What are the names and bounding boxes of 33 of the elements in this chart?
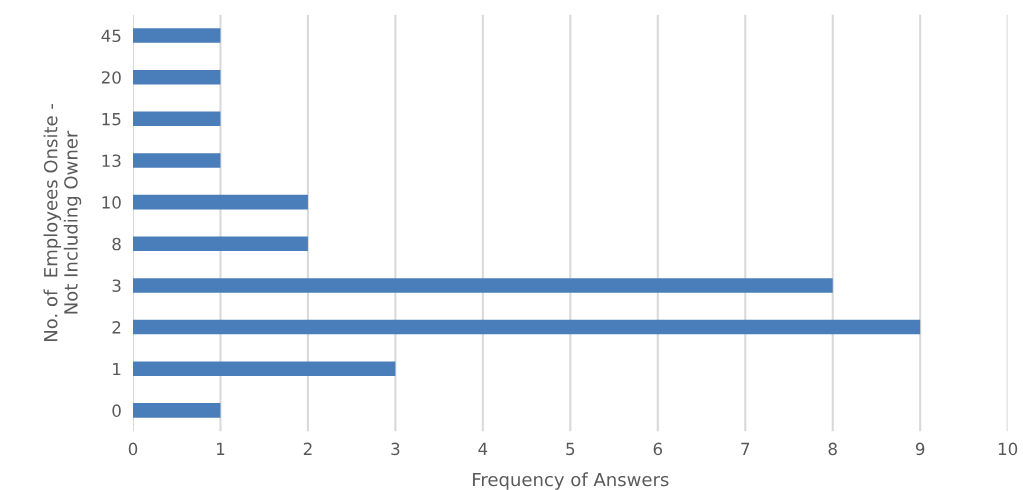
y-axis-title: No. of Employees Onsite - Not Including Owner xyxy=(43,103,82,342)
y-tick-label: 8 xyxy=(112,237,121,251)
y-tick-label: 10 xyxy=(102,196,121,209)
x-tick-label: 8 xyxy=(828,442,837,456)
x-tick-label: 2 xyxy=(303,442,312,455)
x-tick-label: 9 xyxy=(915,442,925,456)
x-axis-title: Frequency of Answers xyxy=(473,472,669,490)
y-tick-label: 13 xyxy=(102,154,121,168)
x-tick-label: 7 xyxy=(741,442,750,455)
bar xyxy=(132,153,221,168)
y-tick-label: 15 xyxy=(102,113,121,126)
x-tick-label: 10 xyxy=(998,442,1018,456)
bar xyxy=(132,403,221,418)
y-tick-label: 20 xyxy=(101,71,121,84)
bar xyxy=(132,28,221,43)
y-tick-label: 45 xyxy=(101,29,121,43)
bar xyxy=(132,111,221,127)
bar xyxy=(132,319,921,335)
y-tick-label: 2 xyxy=(112,321,121,334)
x-tick-label: 4 xyxy=(478,442,488,455)
x-tick-label: 5 xyxy=(566,442,575,456)
y-tick-label: 1 xyxy=(113,362,121,376)
bar xyxy=(132,236,308,252)
x-tick-label: 6 xyxy=(653,442,663,456)
bar xyxy=(132,194,308,210)
x-tick-label: 3 xyxy=(391,442,400,456)
bar xyxy=(132,69,221,85)
y-tick-label: 3 xyxy=(112,279,121,292)
y-tick-label: 0 xyxy=(112,404,121,417)
x-tick-label: 0 xyxy=(128,442,138,456)
bar xyxy=(132,361,396,377)
x-tick-label: 1 xyxy=(216,442,225,455)
bar xyxy=(132,278,833,293)
